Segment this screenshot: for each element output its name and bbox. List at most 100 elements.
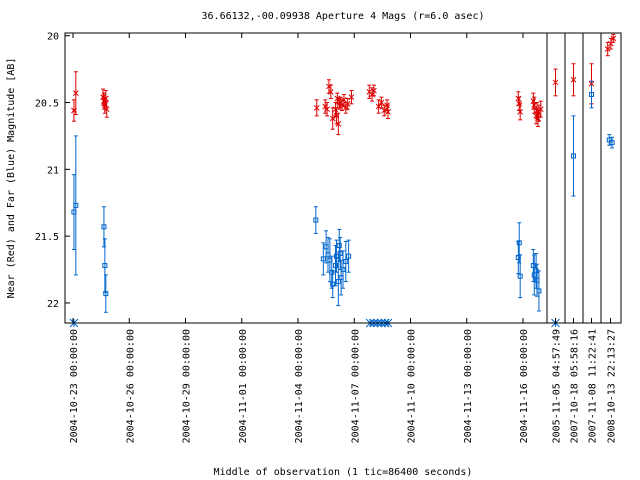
y-tick-label: 22 <box>47 299 59 310</box>
near-point <box>537 106 544 113</box>
marker-layer <box>69 35 617 328</box>
x-tick-label: 2005-11-05 04:57:49 <box>552 329 563 443</box>
marker-stroke <box>337 99 344 106</box>
far-point <box>533 268 539 274</box>
marker-stroke <box>102 95 109 102</box>
y-tick-label: 20 <box>47 32 59 43</box>
far-point <box>329 269 335 275</box>
near-point <box>337 99 344 106</box>
near-point <box>536 110 542 117</box>
near-point <box>604 46 611 52</box>
far-point <box>101 224 107 230</box>
x-tick-label: 2004-10-23 00:00:00 <box>69 329 80 443</box>
near-point <box>570 76 577 83</box>
near-point <box>516 100 523 107</box>
far-error-bar <box>571 115 576 197</box>
far-point <box>571 153 576 159</box>
near-point <box>344 100 351 107</box>
marker-stroke <box>384 102 390 109</box>
far-error-bar <box>339 259 344 296</box>
marker-stroke <box>375 103 382 110</box>
far-point <box>337 251 343 257</box>
marker-stroke <box>322 103 329 110</box>
far-point <box>589 91 594 97</box>
near-point <box>103 106 110 113</box>
far-error-bar <box>341 250 345 289</box>
far-error-bar <box>321 242 326 276</box>
far-point <box>333 263 338 269</box>
near-point <box>371 87 377 94</box>
marker-stroke <box>515 95 522 102</box>
marker-stroke <box>381 107 388 114</box>
marker-stroke <box>327 88 334 95</box>
x-tick-label: 2004-11-04 00:00:00 <box>294 329 305 443</box>
far-point <box>336 242 342 248</box>
marker-stroke <box>371 87 377 94</box>
far-point <box>536 288 542 294</box>
marker-stroke <box>604 46 611 52</box>
far-point <box>323 244 329 250</box>
far-error-bar <box>334 239 339 273</box>
near-point <box>332 106 339 113</box>
far-point <box>340 267 346 273</box>
marker-stroke <box>536 110 542 117</box>
far-point <box>343 259 349 265</box>
far-error-bar <box>518 254 523 299</box>
marker-stroke <box>516 100 523 107</box>
chart-title: 36.66132,-00.09938 Aperture 4 Mags (r=6.… <box>202 11 485 22</box>
marker-stroke <box>552 79 559 86</box>
marker-stroke <box>72 90 79 96</box>
far-error-bar <box>73 135 78 276</box>
far-error-bar <box>589 80 594 109</box>
y-tick-label: 21 <box>47 165 59 176</box>
x-tick-label: 2004-10-26 00:00:00 <box>125 329 136 443</box>
near-point <box>72 90 79 96</box>
far-error-bar <box>607 134 612 146</box>
far-point <box>313 217 319 223</box>
near-point <box>326 83 332 90</box>
far-point <box>609 140 615 146</box>
x-tick-label: 2004-11-13 00:00:00 <box>463 329 474 443</box>
x-tick-label: 2004-11-01 00:00:00 <box>238 329 249 443</box>
near-point <box>552 79 559 86</box>
x-tick-label: 2004-11-10 00:00:00 <box>407 329 418 443</box>
far-point <box>530 263 536 269</box>
y-axis-label: Near (Red) and Far (Blue) Magnitude [AB] <box>6 58 17 299</box>
near-point <box>333 113 340 119</box>
near-point <box>535 115 541 122</box>
far-point <box>346 253 352 259</box>
far-error-bar <box>346 239 351 273</box>
marker-stroke <box>335 121 342 127</box>
marker-stroke <box>608 40 614 47</box>
near-point <box>375 103 382 110</box>
near-point <box>610 35 617 42</box>
far-point <box>102 263 108 269</box>
near-point <box>378 99 385 106</box>
far-point <box>320 256 326 262</box>
marker-stroke <box>610 35 617 42</box>
far-error-bar <box>313 206 318 234</box>
far-error-bar <box>343 240 348 283</box>
plot-frame <box>64 32 622 324</box>
marker-stroke <box>344 100 351 107</box>
far-point <box>515 255 521 261</box>
far-point <box>335 279 341 285</box>
marker-stroke <box>334 95 341 102</box>
marker-stroke <box>313 104 320 111</box>
marker-stroke <box>342 104 349 111</box>
marker-stroke <box>102 102 108 109</box>
near-point <box>531 102 538 109</box>
far-point <box>516 240 522 246</box>
marker-stroke <box>326 83 332 90</box>
x-tick-label: 2004-11-07 00:00:00 <box>350 329 361 443</box>
marker-stroke <box>324 106 330 113</box>
near-point <box>342 104 349 111</box>
near-point <box>102 102 108 109</box>
x-tick-label: 2008-10-13 22:13:27 <box>607 329 618 443</box>
near-point <box>322 103 329 110</box>
tick-layer: 20 20.5 21 21.5 22 2004-10-23 00:00:00 2004-10… <box>35 32 618 444</box>
near-point <box>71 107 77 114</box>
far-point <box>325 252 331 258</box>
far-error-bar <box>71 174 76 250</box>
